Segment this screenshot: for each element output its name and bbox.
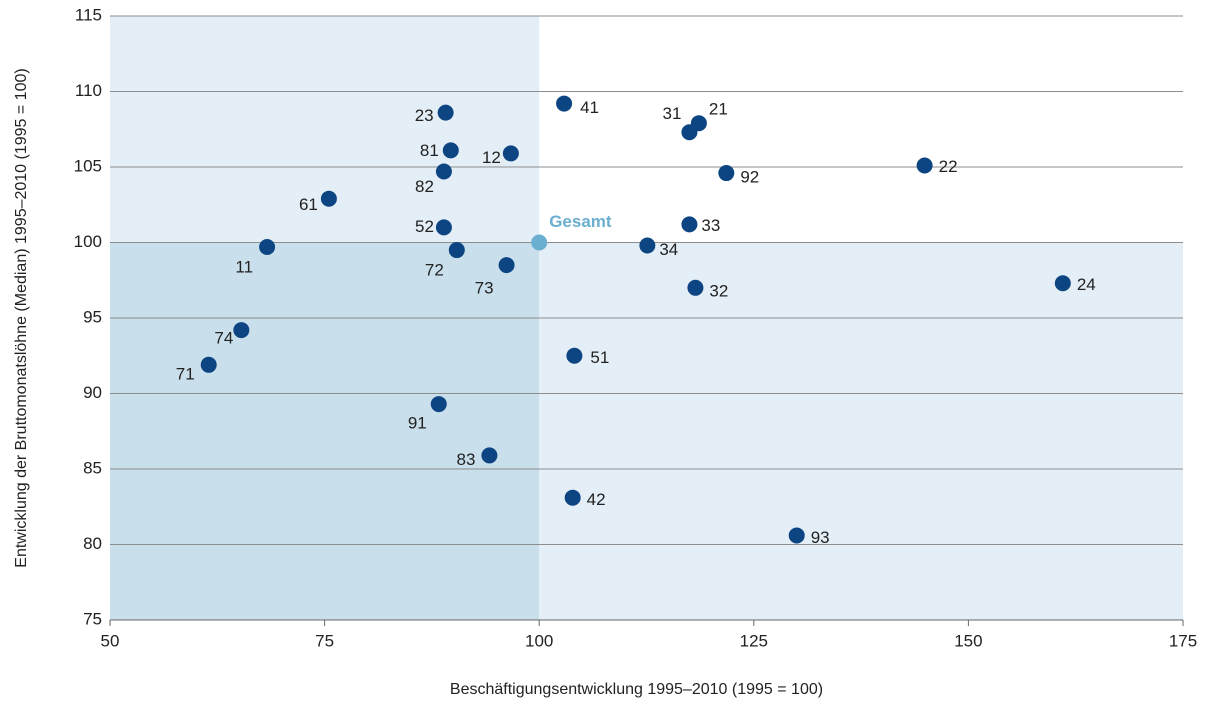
point-label: 73 [475, 279, 494, 298]
point [502, 145, 519, 162]
point [718, 165, 735, 182]
point [788, 527, 805, 544]
point-label: 74 [214, 329, 233, 348]
point-label: 42 [587, 490, 606, 509]
x-tick-label: 50 [101, 631, 120, 650]
point-label: 81 [420, 141, 439, 160]
point-label: 93 [811, 528, 830, 547]
x-tick-label: 175 [1169, 631, 1197, 650]
point-label: Gesamt [549, 212, 612, 231]
point-label: 92 [740, 168, 759, 187]
x-tick-label: 75 [315, 631, 334, 650]
point [435, 219, 452, 236]
x-tick-label: 125 [740, 631, 768, 650]
point [531, 234, 548, 251]
point [320, 190, 337, 207]
point [200, 356, 217, 373]
point [566, 347, 583, 364]
x-tick-label: 150 [954, 631, 982, 650]
point-label: 31 [662, 104, 681, 123]
point-label: 11 [235, 258, 253, 277]
point-label: 51 [590, 348, 609, 367]
y-tick-label: 105 [74, 156, 102, 175]
point-label: 22 [939, 157, 958, 176]
point [916, 157, 933, 174]
point [564, 489, 581, 506]
point-label: 71 [176, 364, 195, 383]
point-label: 12 [482, 148, 501, 167]
quadrant [110, 16, 540, 243]
point [639, 237, 656, 254]
point [481, 447, 498, 464]
point-label: 72 [425, 261, 444, 280]
y-tick-label: 90 [83, 383, 102, 402]
point-label: 61 [299, 195, 318, 214]
y-tick-label: 80 [83, 534, 102, 553]
point [690, 115, 707, 132]
point [430, 396, 447, 413]
point-label: 23 [415, 106, 434, 125]
point [681, 216, 698, 233]
y-tick-label: 75 [83, 609, 102, 628]
point [442, 142, 459, 159]
x-axis-title: Beschäftigungsentwicklung 1995–2010 (199… [450, 681, 823, 698]
point [556, 95, 573, 112]
y-tick-label: 115 [75, 5, 102, 24]
y-tick-label: 110 [75, 81, 102, 100]
y-tick-label: 100 [74, 232, 102, 251]
point-label: 91 [408, 414, 427, 433]
point [448, 242, 465, 259]
y-axis-title: Entwicklung der Bruttomonatslöhne (Media… [13, 68, 30, 567]
y-tick-label: 95 [83, 307, 102, 326]
point-label: 24 [1077, 275, 1096, 294]
point [259, 239, 276, 256]
point [687, 279, 704, 296]
point-label: 34 [659, 240, 678, 259]
point [1054, 275, 1071, 292]
point-label: 41 [580, 98, 599, 117]
point-label: 82 [415, 177, 434, 196]
point-label: 83 [456, 450, 475, 469]
point [498, 257, 515, 274]
point [435, 163, 452, 180]
quadrant [110, 242, 540, 620]
point [233, 322, 250, 339]
x-tick-label: 100 [525, 631, 553, 650]
point-label: 32 [709, 281, 728, 300]
point-label: 52 [415, 217, 434, 236]
point-label: 21 [709, 100, 728, 119]
point [437, 104, 454, 121]
y-tick-label: 85 [83, 458, 102, 477]
quadrant [539, 242, 1183, 620]
point-label: 33 [701, 216, 720, 235]
